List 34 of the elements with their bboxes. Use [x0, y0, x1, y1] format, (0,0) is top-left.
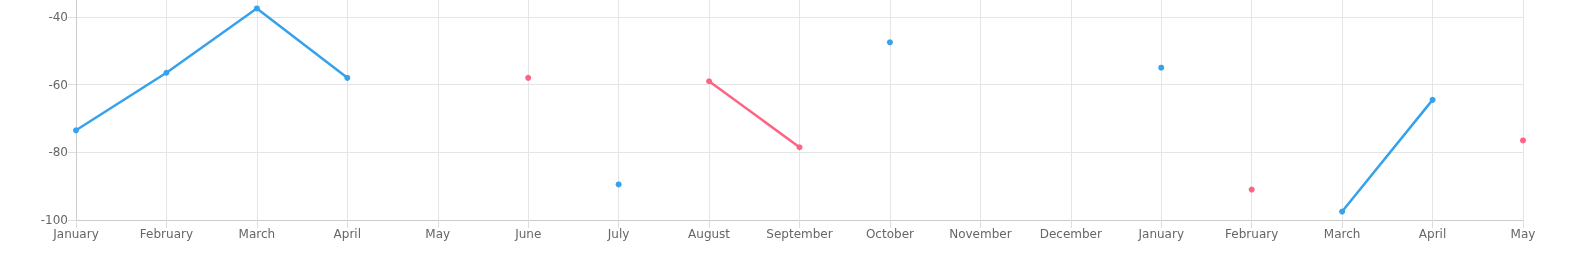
y-tick-label: -100 [40, 213, 68, 227]
y-tick-label: -80 [48, 145, 68, 160]
x-tick-label: November [949, 227, 1012, 241]
point [1520, 137, 1526, 144]
x-tick-label: August [688, 227, 731, 241]
x-tick-label: January [52, 227, 99, 241]
x-tick-label: July [606, 227, 630, 241]
x-tick-label: September [766, 227, 833, 241]
point [1339, 208, 1346, 215]
point [615, 181, 622, 188]
point [163, 69, 170, 76]
point [796, 144, 803, 151]
x-tick-label: October [865, 227, 915, 241]
point [1429, 96, 1436, 103]
x-tick-label: February [1225, 227, 1279, 241]
point [886, 39, 893, 46]
point [344, 74, 351, 81]
x-tick-label: February [139, 227, 194, 241]
point [525, 74, 532, 81]
x-tick-label: March [238, 227, 276, 241]
point [253, 5, 260, 12]
x-tick-label: June [514, 227, 542, 241]
x-tick-label: May [1510, 227, 1536, 241]
point [706, 78, 713, 85]
y-tick-label: -40 [48, 9, 68, 24]
x-tick-label: March [1323, 227, 1361, 241]
point [73, 127, 79, 134]
point [1158, 64, 1165, 71]
x-tick-label: April [1418, 227, 1447, 241]
x-tick-label: December [1039, 227, 1102, 241]
x-tick-label: May [425, 227, 451, 241]
x-tick-label: January [1137, 227, 1184, 241]
x-tick-label: April [333, 227, 362, 241]
y-tick-label: -60 [48, 77, 68, 92]
